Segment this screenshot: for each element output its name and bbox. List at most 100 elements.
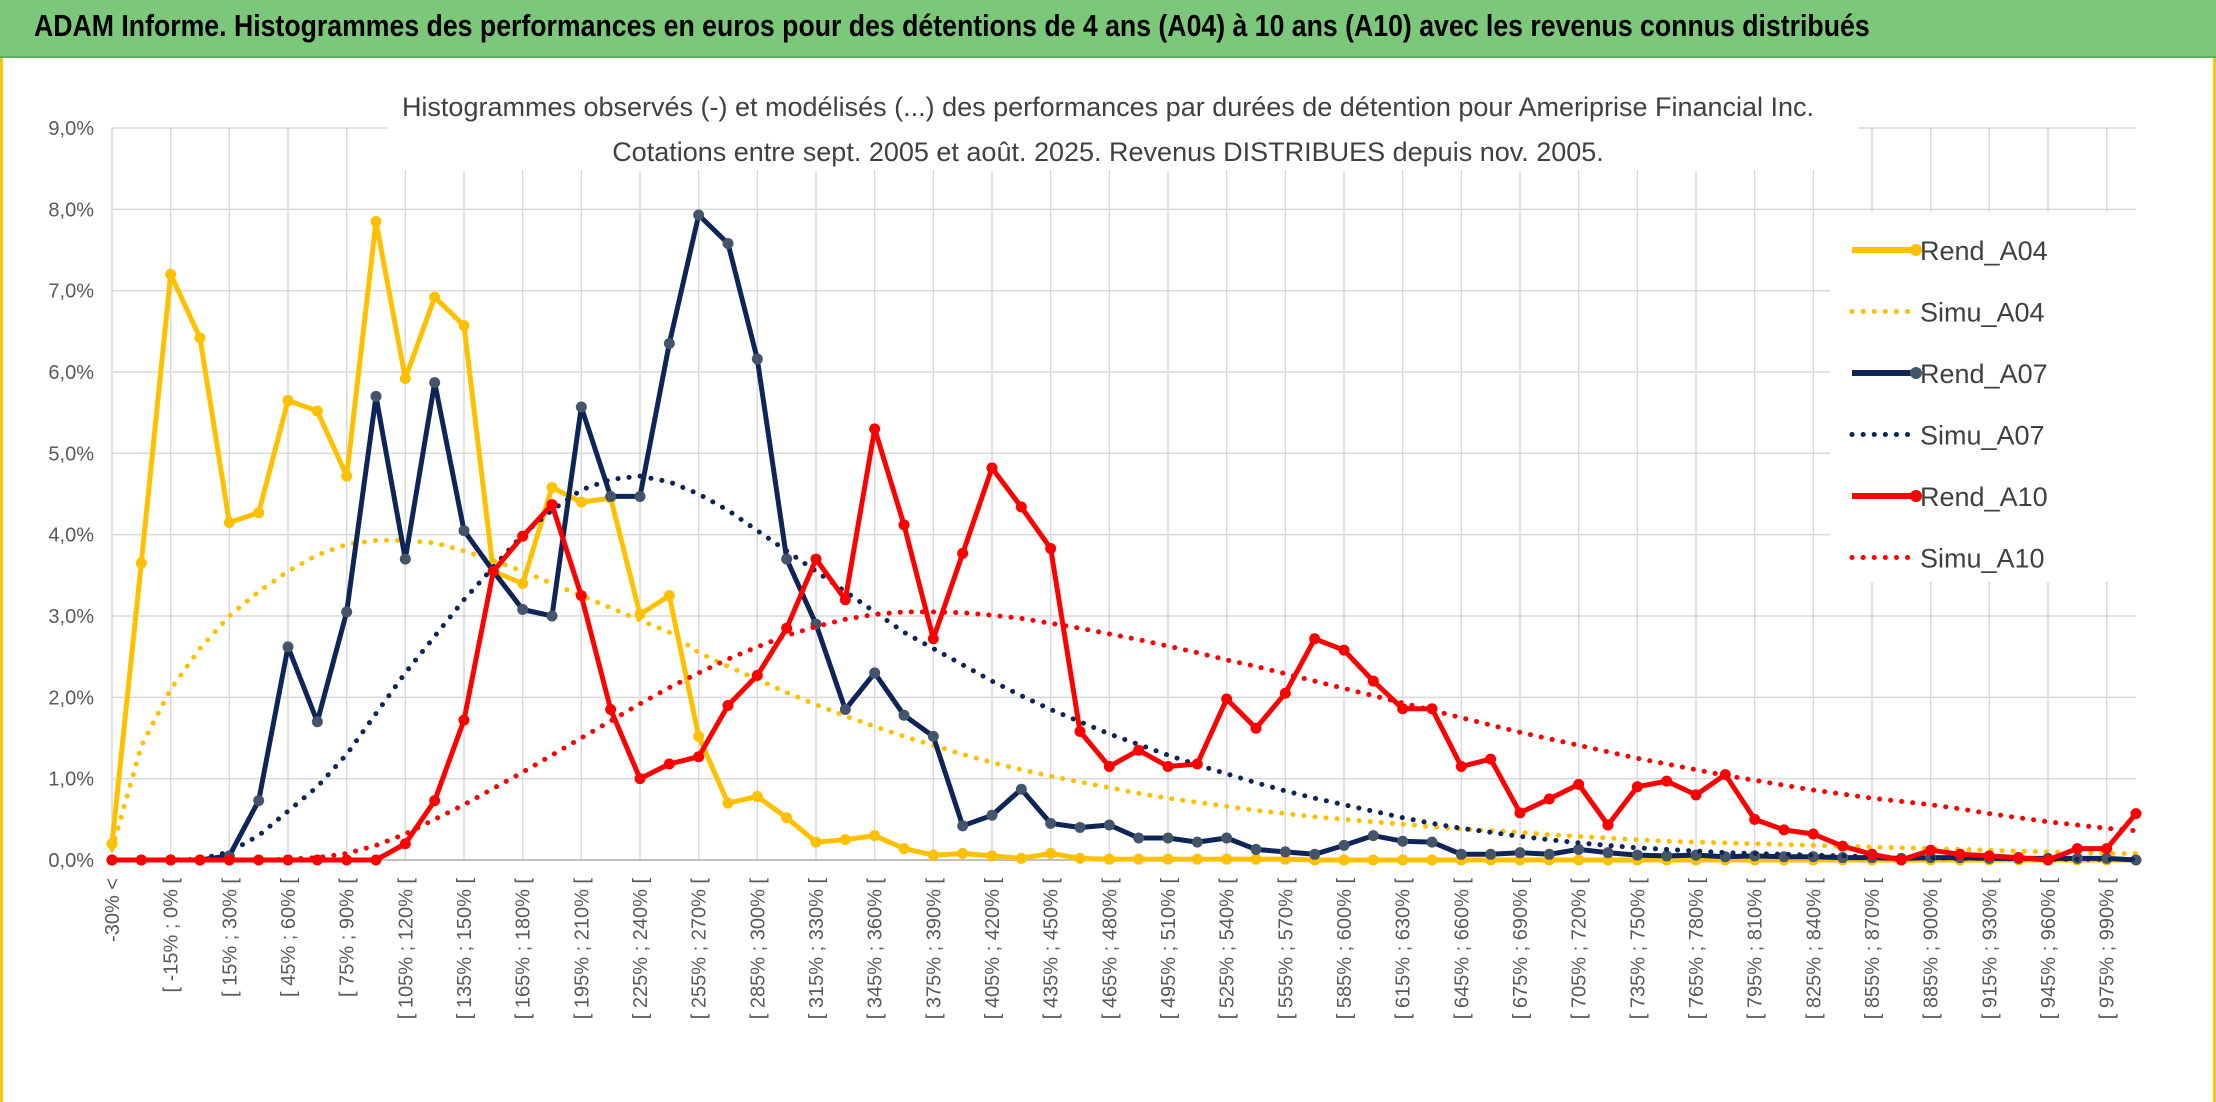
data-point	[370, 854, 382, 866]
data-point	[1133, 853, 1145, 865]
legend-item: Rend_A10	[1852, 482, 2048, 512]
x-tick-label: [ 615% ; 630% [	[1393, 878, 1415, 1020]
data-point	[429, 795, 441, 807]
data-point	[1074, 821, 1086, 833]
data-point	[1837, 840, 1849, 852]
data-point	[1338, 854, 1350, 866]
data-point	[575, 496, 587, 508]
data-point	[1661, 850, 1673, 862]
data-point	[370, 216, 382, 228]
data-point	[1543, 793, 1555, 805]
legend-background	[1830, 212, 2160, 582]
x-tick-label: [ 345% ; 360% [	[865, 878, 887, 1020]
data-point	[1045, 847, 1057, 859]
data-point	[429, 377, 441, 389]
x-tick-label: [ 195% ; 210% [	[571, 878, 593, 1020]
data-point	[1426, 854, 1438, 866]
x-tick-label: [ 405% ; 420% [	[982, 878, 1004, 1020]
x-tick-label: [ 375% ; 390% [	[923, 878, 945, 1020]
data-point	[1455, 848, 1467, 860]
series-line	[109, 609, 2139, 863]
data-point	[1045, 817, 1057, 829]
data-point	[898, 519, 910, 531]
data-point	[399, 838, 411, 850]
data-point	[399, 553, 411, 565]
data-point	[1749, 813, 1761, 825]
data-point	[1103, 819, 1115, 831]
data-point	[517, 577, 529, 589]
chart-title-background	[388, 84, 1858, 170]
data-point	[282, 641, 294, 653]
data-point	[1602, 819, 1614, 831]
data-point	[546, 481, 558, 493]
data-point	[1133, 832, 1145, 844]
data-point	[2042, 854, 2054, 866]
data-point	[986, 809, 998, 821]
data-point	[1397, 854, 1409, 866]
data-point	[1455, 760, 1467, 772]
data-point	[869, 667, 881, 679]
data-point	[1925, 844, 1937, 856]
data-point	[1631, 849, 1643, 861]
data-point	[1397, 835, 1409, 847]
legend-marker	[1910, 244, 1922, 256]
data-point	[1074, 852, 1086, 864]
y-tick-label: 8,0%	[48, 199, 94, 221]
data-point	[194, 332, 206, 344]
x-tick-label: [ 135% ; 150% [	[454, 878, 476, 1020]
x-tick-label: [ 795% ; 810% [	[1745, 878, 1767, 1020]
x-tick-label: [ 495% ; 510% [	[1158, 878, 1180, 1020]
data-point	[1133, 744, 1145, 756]
data-point	[1015, 501, 1027, 513]
data-point	[1573, 778, 1585, 790]
data-point	[927, 849, 939, 861]
data-point	[1573, 843, 1585, 855]
data-point	[722, 797, 734, 809]
data-point	[575, 590, 587, 602]
data-point	[2130, 808, 2142, 820]
data-point	[1514, 807, 1526, 819]
data-point	[253, 507, 265, 519]
y-tick-label: 5,0%	[48, 443, 94, 465]
data-point	[634, 608, 646, 620]
data-point	[1309, 633, 1321, 645]
data-point	[341, 470, 353, 482]
data-point	[165, 268, 177, 280]
data-point	[869, 830, 881, 842]
x-tick-label: -30% <	[102, 878, 124, 942]
data-point	[1221, 853, 1233, 865]
series-line	[109, 426, 2139, 863]
data-point	[693, 751, 705, 763]
data-point	[575, 401, 587, 413]
data-point	[1426, 836, 1438, 848]
legend-item: Rend_A04	[1852, 236, 2048, 266]
y-tick-label: 9,0%	[48, 118, 94, 140]
data-point	[986, 850, 998, 862]
y-tick-label: 3,0%	[48, 606, 94, 628]
series-line	[109, 473, 2139, 863]
data-point	[927, 730, 939, 742]
data-point	[1602, 847, 1614, 859]
data-point	[1397, 703, 1409, 715]
data-point	[399, 373, 411, 385]
data-point	[1103, 853, 1115, 865]
data-point	[458, 714, 470, 726]
y-tick-label: 2,0%	[48, 687, 94, 709]
data-point	[341, 854, 353, 866]
x-tick-label: [ 165% ; 180% [	[513, 878, 535, 1020]
x-tick-label: [ 435% ; 450% [	[1041, 878, 1063, 1020]
data-point	[1866, 848, 1878, 860]
data-point	[1485, 848, 1497, 860]
data-point	[1103, 760, 1115, 772]
data-point	[1221, 832, 1233, 844]
data-point	[1573, 854, 1585, 866]
data-point	[1690, 789, 1702, 801]
x-tick-label: [ 705% ; 720% [	[1569, 878, 1591, 1020]
data-point	[135, 854, 147, 866]
data-point	[634, 773, 646, 785]
legend-marker	[1910, 367, 1922, 379]
data-point	[781, 553, 793, 565]
data-point	[1045, 542, 1057, 554]
data-point	[957, 547, 969, 559]
